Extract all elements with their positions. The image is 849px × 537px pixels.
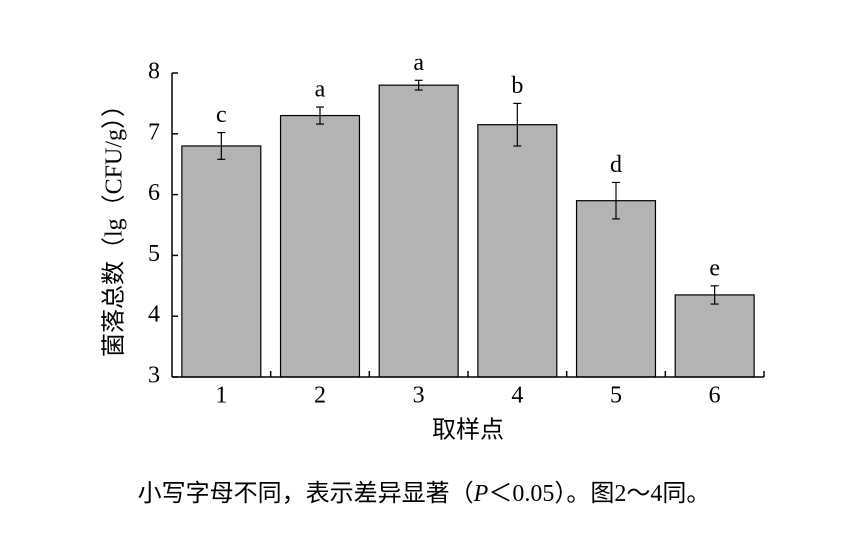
y-tick-label: 4 xyxy=(148,302,160,328)
x-tick-label: 6 xyxy=(709,383,721,409)
caption-text: ＜0.05）。图2～4同。 xyxy=(488,481,710,507)
significance-letter: c xyxy=(216,102,227,128)
caption-italic: P xyxy=(473,481,489,507)
bar xyxy=(674,294,755,378)
caption: 小写字母不同，表示差异显著（P＜0.05）。图2～4同。 xyxy=(138,480,711,507)
y-tick-label: 6 xyxy=(148,180,160,206)
bar xyxy=(378,84,459,378)
y-tick-label: 8 xyxy=(148,59,160,85)
x-axis-label: 取样点 xyxy=(432,417,504,444)
y-tick-label: 7 xyxy=(148,119,160,145)
y-tick-label: 3 xyxy=(148,363,160,389)
significance-letter: a xyxy=(413,50,424,76)
bar xyxy=(279,114,361,378)
x-tick-label: 3 xyxy=(413,383,425,409)
caption-text: 小写字母不同，表示差异显著（ xyxy=(138,480,474,507)
significance-letter: a xyxy=(315,77,326,103)
y-tick-label: 5 xyxy=(148,241,160,267)
x-tick-label: 4 xyxy=(511,383,523,409)
x-tick-label: 2 xyxy=(314,383,326,409)
x-tick-label: 1 xyxy=(215,383,227,409)
bar xyxy=(477,124,558,378)
bar xyxy=(575,200,657,378)
x-tick-label: 5 xyxy=(610,383,622,409)
bar xyxy=(181,145,262,378)
significance-letter: b xyxy=(511,73,523,99)
significance-letter: e xyxy=(709,255,720,281)
y-axis-label: 菌落总数（lg（CFU/g）） xyxy=(101,93,128,357)
significance-letter: d xyxy=(610,152,622,178)
